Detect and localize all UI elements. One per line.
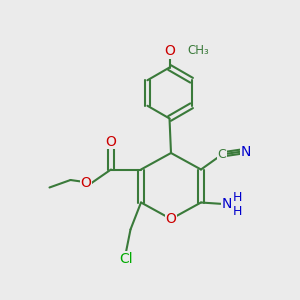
- Text: O: O: [106, 135, 116, 148]
- Text: O: O: [166, 212, 176, 226]
- Text: Cl: Cl: [119, 252, 133, 266]
- Text: H: H: [232, 205, 242, 218]
- Text: H: H: [232, 191, 242, 204]
- Text: N: N: [241, 145, 251, 158]
- Text: O: O: [81, 176, 92, 190]
- Text: CH₃: CH₃: [187, 44, 209, 58]
- Text: C: C: [218, 148, 226, 161]
- Text: O: O: [164, 44, 175, 58]
- Text: N: N: [222, 197, 232, 211]
